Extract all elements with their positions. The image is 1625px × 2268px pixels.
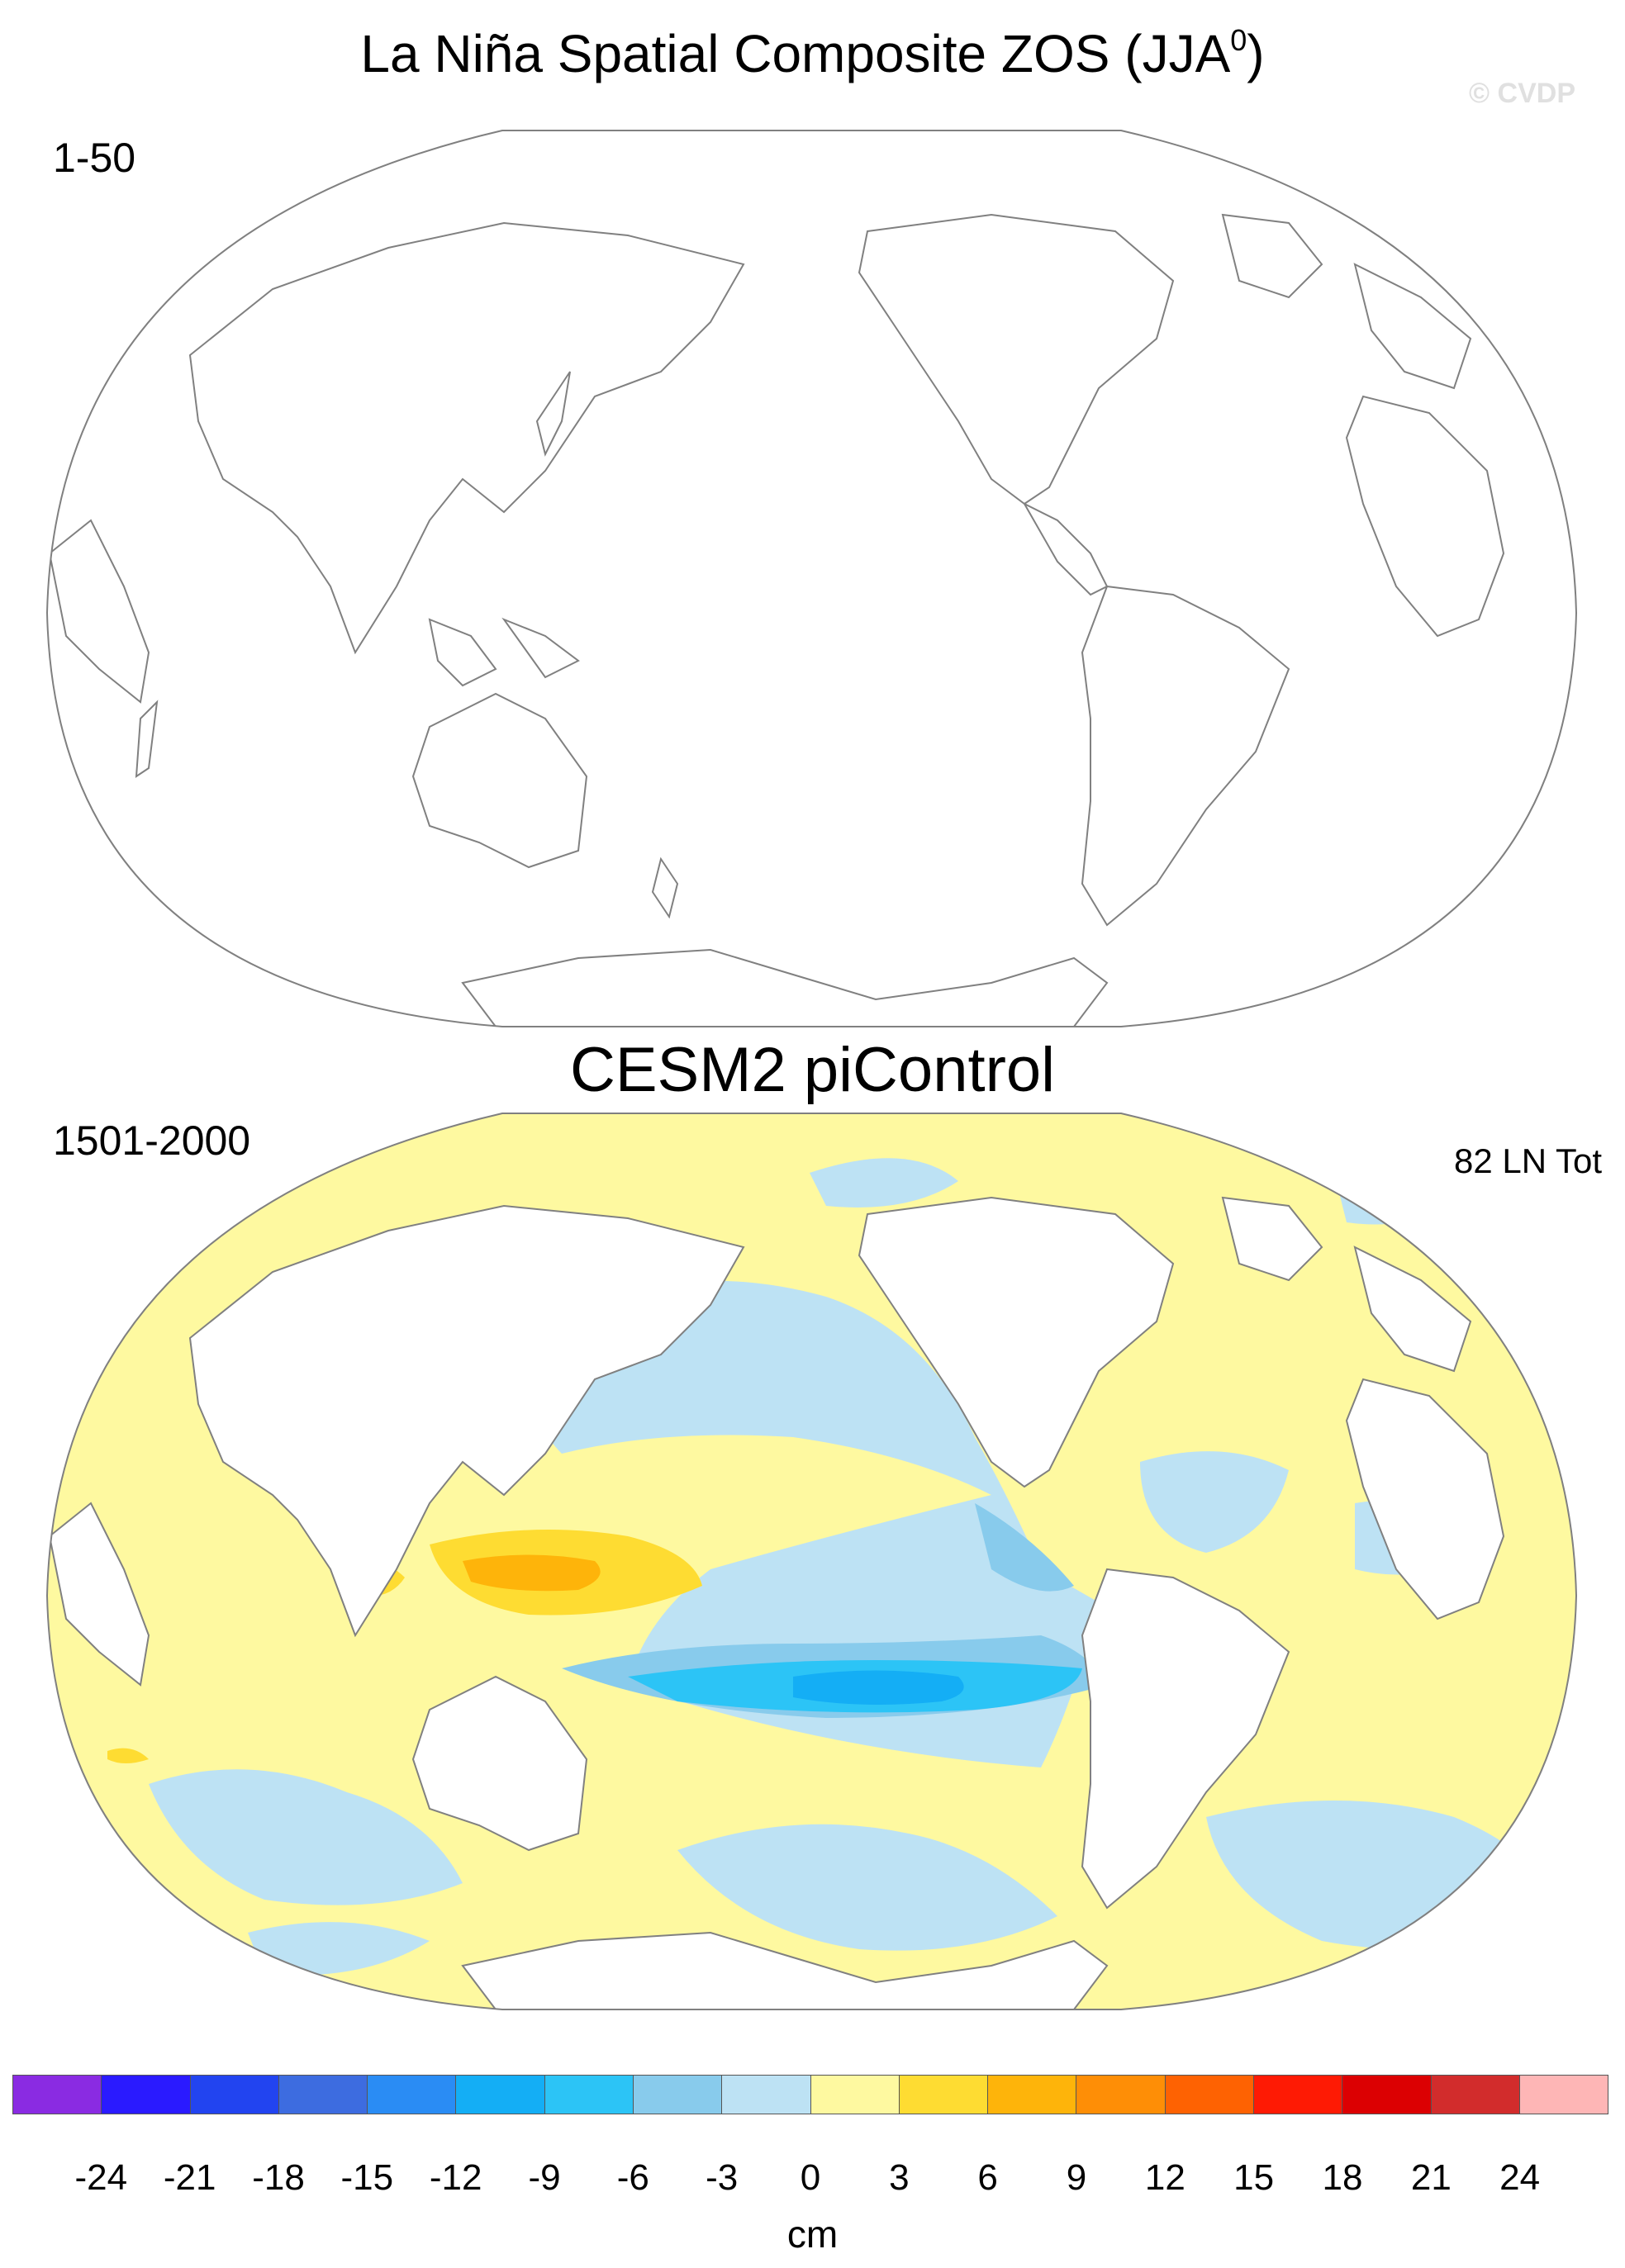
colorbar-tick-label: -21 — [163, 2157, 216, 2198]
panel2-map — [45, 1113, 1578, 2010]
colorbar-swatch — [278, 2075, 368, 2114]
colorbar-swatch — [544, 2075, 634, 2114]
colorbar-tick-label: 12 — [1144, 2157, 1185, 2198]
colorbar-swatch — [12, 2075, 102, 2114]
page-title: La Niña Spatial Composite ZOS (JJA0) — [0, 23, 1625, 84]
colorbar-swatch — [1430, 2075, 1520, 2114]
colorbar-tick-label: 0 — [800, 2157, 821, 2198]
colorbar-swatch — [1252, 2075, 1343, 2114]
colorbar-tick-label: 9 — [1066, 2157, 1087, 2198]
panel1-period-label: 1-50 — [53, 135, 136, 181]
colorbar-tick-label: -24 — [74, 2157, 128, 2198]
colorbar-swatch — [1518, 2075, 1609, 2114]
colorbar-tick-label: -12 — [429, 2157, 482, 2198]
colorbar-swatch — [898, 2075, 989, 2114]
colorbar-swatch — [987, 2075, 1077, 2114]
colorbar-swatch — [721, 2075, 811, 2114]
colorbar-tick-label: 21 — [1410, 2157, 1452, 2198]
title-close: ) — [1247, 24, 1265, 83]
panel2-anomaly-field — [47, 1113, 1576, 2009]
watermark: © CVDP — [1469, 78, 1575, 109]
colorbar-tick-label: -6 — [616, 2157, 649, 2198]
panel2-event-count: 82 LN Tot — [1453, 1141, 1602, 1180]
colorbar-tick-label: 6 — [977, 2157, 998, 2198]
colorbar-swatch — [367, 2075, 457, 2114]
panel1-map — [45, 130, 1578, 1027]
colorbar-tick-label: 24 — [1499, 2157, 1541, 2198]
colorbar-swatch — [632, 2075, 723, 2114]
title-text: La Niña Spatial Composite ZOS (JJA — [360, 24, 1231, 83]
colorbar-tick-label: -9 — [528, 2157, 561, 2198]
colorbar-tick-label: -15 — [340, 2157, 394, 2198]
colorbar-swatch — [1076, 2075, 1166, 2114]
colorbar-swatch — [455, 2075, 545, 2114]
panel1-map-border — [45, 130, 1578, 1027]
colorbar-tick-label: 18 — [1322, 2157, 1363, 2198]
panel2-period-label: 1501-2000 — [53, 1117, 251, 1164]
colorbar-swatch — [1342, 2075, 1432, 2114]
colorbar — [12, 2075, 1609, 2114]
panel2-map-border — [45, 1113, 1578, 2010]
panel1-coastlines — [48, 213, 1505, 1027]
colorbar-tick-label: -18 — [252, 2157, 305, 2198]
colorbar-tick-label: -3 — [706, 2157, 739, 2198]
colorbar-swatch — [101, 2075, 191, 2114]
title-superscript: 0 — [1230, 23, 1247, 57]
panel2-title: CESM2 piControl — [569, 1035, 1056, 1105]
colorbar-tick-label: 15 — [1233, 2157, 1275, 2198]
colorbar-units: cm — [786, 2213, 839, 2256]
colorbar-swatch — [1164, 2075, 1254, 2114]
colorbar-tick-label: 3 — [889, 2157, 910, 2198]
colorbar-swatch — [810, 2075, 900, 2114]
colorbar-swatch — [189, 2075, 279, 2114]
